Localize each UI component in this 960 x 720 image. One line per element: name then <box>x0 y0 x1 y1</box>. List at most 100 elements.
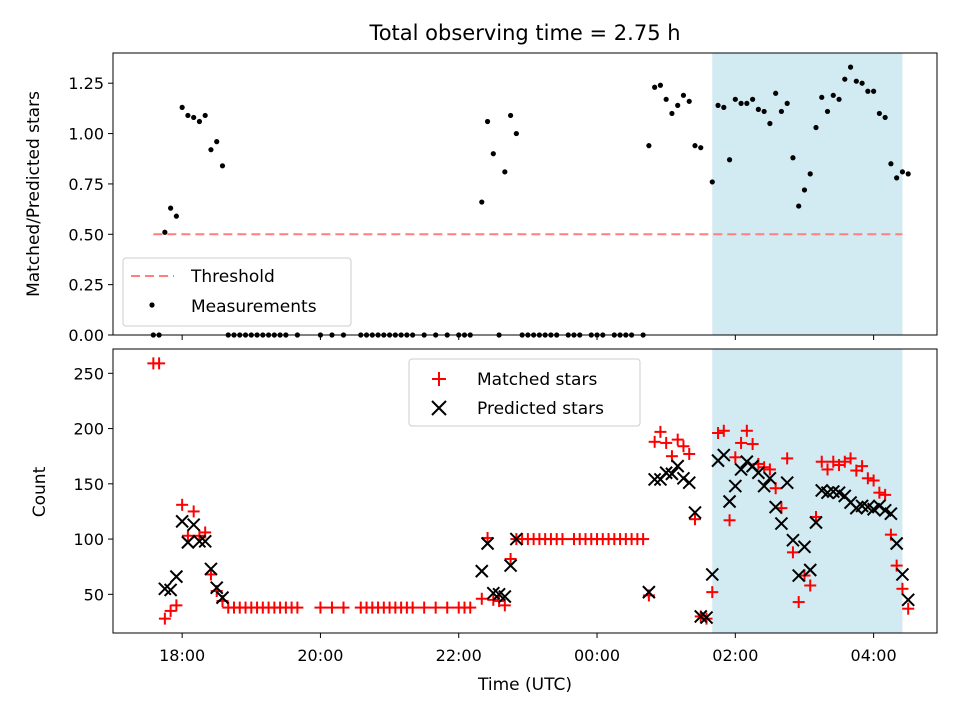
predicted-star-point <box>475 564 489 578</box>
matched-star-point <box>786 546 799 559</box>
measurement-point <box>173 213 179 219</box>
matched-star-point <box>337 601 350 614</box>
predicted-star-point <box>757 479 771 493</box>
measurement-point <box>502 169 508 175</box>
measurement-point <box>513 130 519 137</box>
measurement-point <box>905 171 911 177</box>
matched-star-point <box>844 452 857 465</box>
measurement-point <box>686 98 692 104</box>
predicted-star-point <box>797 540 812 554</box>
measurement-point <box>721 104 727 110</box>
measurement-point <box>847 64 854 70</box>
x-tick-label: 22:00 <box>436 646 482 665</box>
matched-star-point <box>856 460 869 473</box>
predicted-star-point <box>503 558 518 573</box>
x-tick-label: 02:00 <box>712 646 758 665</box>
measurement-point <box>179 104 185 110</box>
matched-star-point <box>896 582 909 595</box>
matched-star-point <box>723 514 736 527</box>
measurement-point <box>853 78 859 84</box>
measurement-point <box>894 175 900 181</box>
matched-star-point <box>187 505 200 518</box>
legend-predicted-swatch <box>431 400 447 416</box>
predicted-star-point <box>509 532 524 546</box>
matched-star-point <box>429 601 442 614</box>
measurement-point <box>842 76 848 82</box>
matched-star-point <box>902 602 915 615</box>
matched-star-point <box>815 455 828 468</box>
measurement-point <box>807 171 813 177</box>
legend-matched-swatch <box>432 372 446 386</box>
matched-star-point <box>406 601 419 614</box>
measurement-point <box>778 108 785 115</box>
matched-star-point <box>781 452 794 465</box>
measurement-point <box>680 92 687 98</box>
predicted-star-point <box>215 590 230 605</box>
measurement-point <box>801 187 808 193</box>
predicted-star-point <box>169 569 184 584</box>
y-tick-label: 1.00 <box>68 125 104 144</box>
predicted-star-point <box>204 562 218 576</box>
predicted-star-point <box>889 536 904 551</box>
predicted-star-point <box>480 536 495 551</box>
matched-star-point <box>325 601 338 614</box>
predicted-star-point <box>192 534 207 548</box>
predicted-star-point <box>901 593 915 607</box>
predicted-star-point <box>670 459 685 473</box>
matched-star-point <box>867 474 880 487</box>
measurement-point <box>876 110 882 117</box>
measurement-point <box>744 100 750 106</box>
matched-star-point <box>671 433 684 446</box>
matched-star-point <box>804 579 817 592</box>
count-panel: 50 100 150 200 250 18:00 20:00 22:00 00:00 02:00… <box>30 348 938 695</box>
matched-star-point <box>158 612 171 625</box>
x-tick-label: 18:00 <box>159 646 205 665</box>
measurement-point <box>738 100 744 106</box>
x-tick-label: 20:00 <box>297 646 343 665</box>
measurement-point <box>830 92 836 98</box>
predicted-star-point <box>791 568 806 583</box>
predicted-star-point <box>642 585 656 599</box>
measurement-point <box>196 118 203 125</box>
matched-star-point <box>654 425 667 438</box>
measurement-point <box>784 100 790 106</box>
predicted-star-point <box>498 589 512 604</box>
matched-star-point <box>729 451 742 464</box>
predicted-star-point <box>722 494 737 509</box>
predicted-star-point <box>884 506 898 521</box>
count-points <box>147 357 915 625</box>
measurement-point <box>692 143 698 149</box>
matched-star-point <box>475 592 488 605</box>
predicted-star-point <box>803 563 817 577</box>
measurement-point <box>715 102 721 108</box>
x-tick-label: 04:00 <box>851 646 897 665</box>
matched-star-point <box>821 463 834 476</box>
predicted-star-point <box>665 467 679 481</box>
measurement-point <box>871 88 877 94</box>
ratio-panel: 0.00 0.25 0.50 0.75 1.00 1.25 Total observing… <box>24 21 938 345</box>
matched-star-point <box>556 533 569 546</box>
measurement-point <box>761 108 767 115</box>
predicted-star-point <box>751 466 766 480</box>
legend-threshold-label: Threshold <box>190 267 275 287</box>
predicted-star-point <box>774 516 789 531</box>
measurement-point <box>698 145 704 151</box>
legend-matched-label: Matched stars <box>477 370 597 390</box>
matched-star-point <box>314 601 327 614</box>
bottom-y-ticks: 50 100 150 200 250 <box>73 364 113 604</box>
matched-star-point <box>181 529 194 542</box>
matched-star-point <box>164 604 177 617</box>
matched-star-point <box>441 601 454 614</box>
y-tick-label: 200 <box>73 420 104 439</box>
measurement-points <box>150 64 911 338</box>
measurement-point <box>663 96 669 102</box>
predicted-star-point <box>186 517 201 532</box>
chart-title: Total observing time = 2.75 h <box>368 21 680 45</box>
matched-star-point <box>873 486 886 499</box>
predicted-star-point <box>682 476 696 490</box>
measurement-point <box>219 163 226 169</box>
predicted-star-point <box>210 580 224 595</box>
measurement-point <box>657 82 664 88</box>
top-plot-frame <box>112 52 938 336</box>
